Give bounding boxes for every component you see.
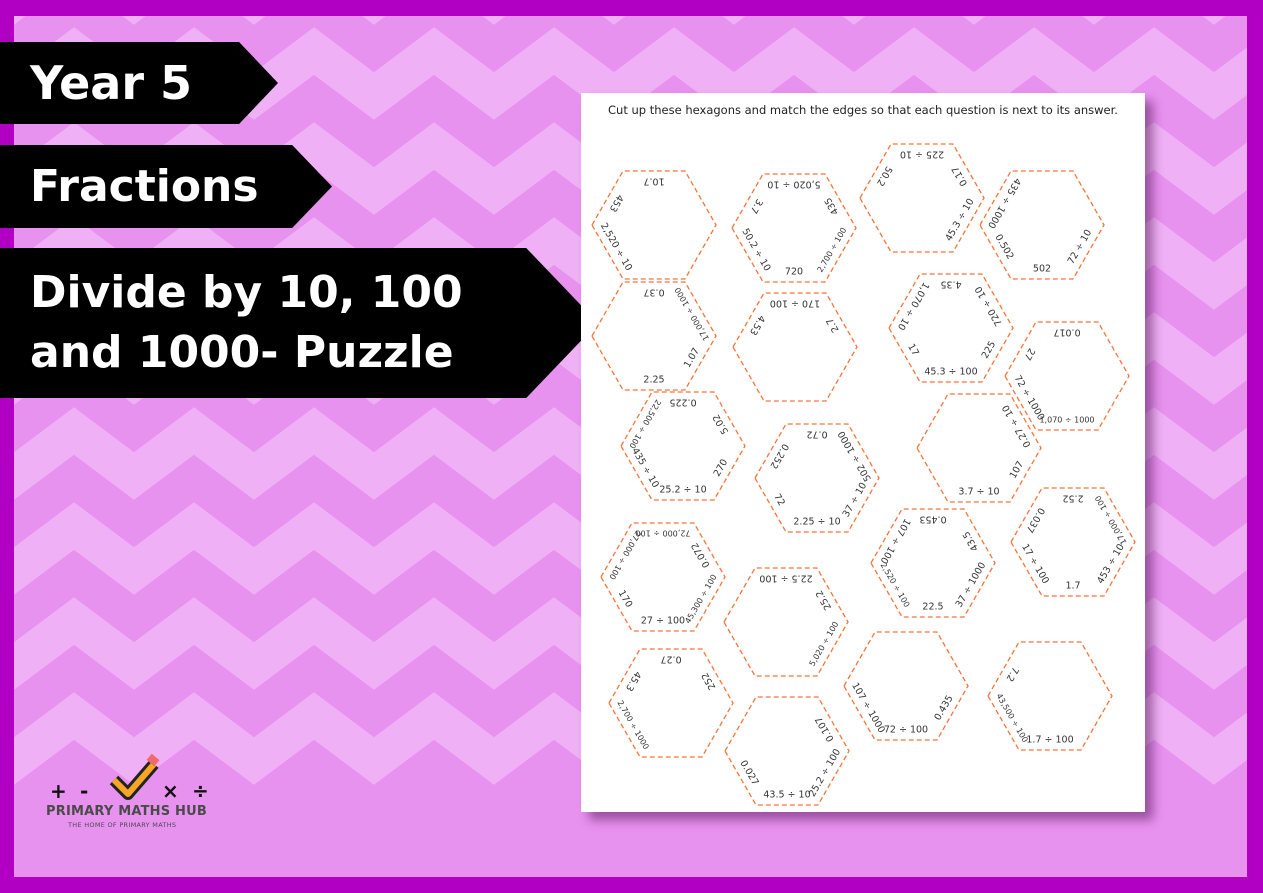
hexagon-edge-label: 2.25 ÷ 10	[793, 516, 841, 528]
title-line-2: and 1000- Puzzle	[30, 327, 454, 378]
hexagon-edge-label: 72 ÷ 100	[883, 724, 929, 736]
hexagon-outline	[1010, 487, 1136, 597]
hexagon-edge-label: 2.25	[643, 374, 665, 386]
hexagon-edge-label: 25.2 ÷ 10	[659, 484, 707, 496]
hexagon-outline	[731, 173, 857, 283]
hexagon-outline	[591, 170, 717, 280]
hexagon-edge-label: 22.5	[922, 601, 944, 613]
hexagon-outline	[987, 641, 1113, 751]
logo-name: PRIMARY MATHS HUB	[46, 804, 207, 819]
hexagon-edge-label: 0.72	[806, 428, 828, 440]
hexagon-edge-label: 225 ÷ 10	[899, 148, 945, 160]
hexagon-edge-label: 72,000 ÷ 100	[635, 528, 691, 538]
hexagon-edge-label: 0.27	[660, 653, 682, 665]
hexagon-outline	[754, 423, 880, 533]
hexagon-edge-label: 1.7	[1065, 580, 1081, 592]
title-banner: Divide by 10, 100 and 1000- Puzzle	[0, 248, 598, 398]
hexagon-edge-label: 4.35	[940, 278, 962, 290]
hexagon-edge-label: 10.7	[643, 175, 665, 187]
hexagon-outline	[620, 391, 746, 501]
topic-banner: Fractions	[0, 145, 332, 228]
worksheet-preview: Cut up these hexagons and match the edge…	[581, 93, 1145, 812]
logo-tagline: THE HOME OF PRIMARY MATHS	[68, 821, 177, 829]
hexagon-outline	[608, 648, 734, 758]
title-line-1: Divide by 10, 100	[30, 267, 463, 318]
minus-symbol: -	[80, 779, 89, 803]
hexagon-outline	[859, 143, 985, 253]
hexagon-edge-label: 0.453	[919, 513, 947, 525]
hexagon-edge-label: 3.7 ÷ 10	[958, 486, 1000, 498]
hexagon-outline	[1004, 321, 1130, 431]
primary-maths-hub-logo: + - × ÷ PRIMARY MATHS HUB THE HOME OF PR…	[44, 752, 224, 832]
hexagon-outline	[600, 522, 726, 632]
hexagon-outline	[843, 631, 969, 741]
hexagon-edge-label: 502	[1032, 263, 1052, 275]
hexagon-outline	[591, 281, 717, 391]
hexagon-edge-label: 1.7 ÷ 100	[1026, 734, 1074, 746]
times-symbol: ×	[162, 779, 179, 803]
pencil-check-icon	[109, 754, 160, 800]
hexagon-edge-label: 22.5 ÷ 100	[759, 572, 813, 584]
hexagon-edge-label: 0.37	[643, 286, 665, 298]
divide-symbol: ÷	[192, 779, 209, 803]
hexagon-edge-label: 170 ÷ 100	[769, 297, 821, 309]
hexagon-outline	[916, 393, 1042, 503]
year-banner: Year 5	[0, 42, 278, 124]
hexagon-edge-label: 27 ÷ 100	[640, 615, 686, 627]
hexagon-edge-label: 0.017	[1053, 326, 1081, 338]
worksheet-instruction: Cut up these hexagons and match the edge…	[608, 103, 1118, 117]
hexagon-edge-label: 2.52	[1062, 492, 1084, 504]
hexagon-outline	[870, 508, 996, 618]
hexagon-edge-label: 1,070 ÷ 1000	[1039, 415, 1095, 425]
hexagon-outline	[732, 292, 858, 402]
hexagon-outline	[979, 170, 1105, 280]
hexagon-outline	[724, 696, 850, 806]
hexagon-edge-label: 0.225	[669, 396, 697, 408]
hexagon-edge-label: 720	[784, 266, 804, 278]
hexagon-edge-label: 5,020 ÷ 10	[767, 178, 821, 190]
year-label: Year 5	[30, 56, 193, 110]
topic-label: Fractions	[30, 161, 259, 212]
plus-symbol: +	[50, 779, 67, 803]
hexagon-outline	[888, 273, 1014, 383]
hexagon-outline	[723, 567, 849, 677]
hexagon-edge-label: 43.5 ÷ 10	[763, 789, 811, 801]
hexagon-edge-label: 45.3 ÷ 100	[924, 366, 978, 378]
